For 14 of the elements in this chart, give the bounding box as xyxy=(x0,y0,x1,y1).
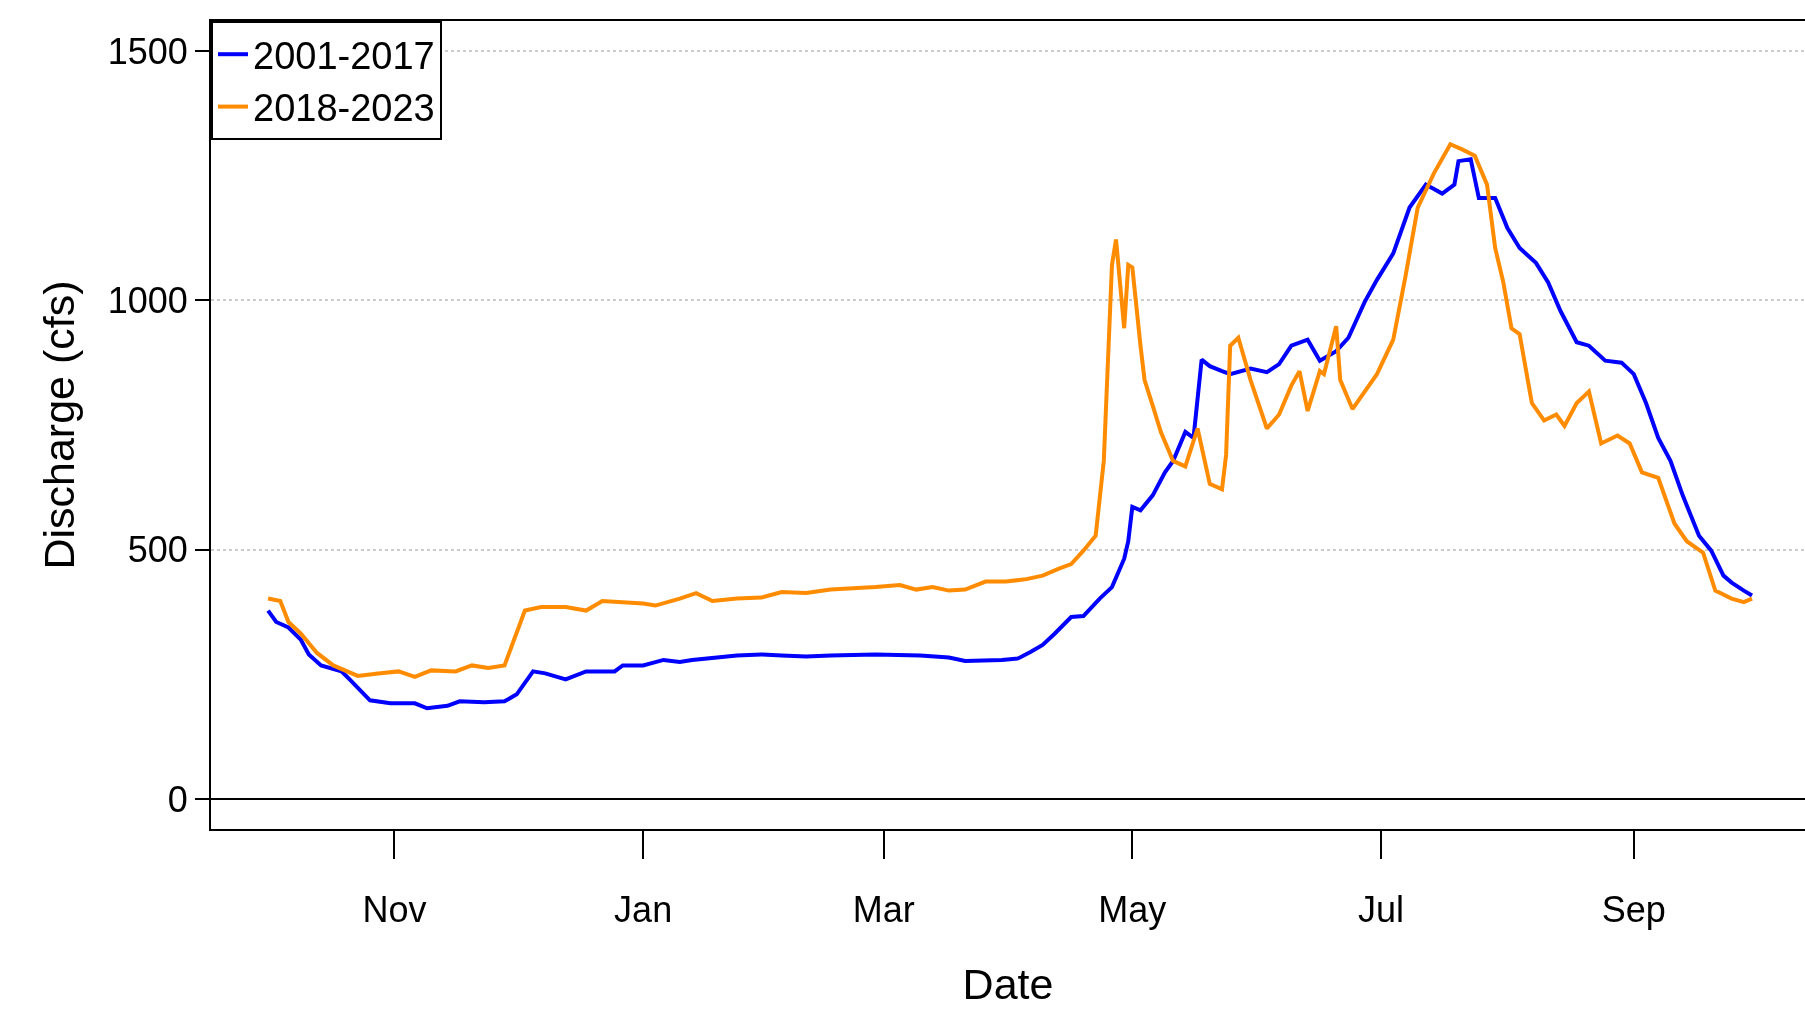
y-axis-title: Discharge (cfs) xyxy=(34,280,83,570)
x-tick-label: Sep xyxy=(1601,889,1666,931)
x-tick-label: Nov xyxy=(362,889,427,931)
x-axis-title: Date xyxy=(962,960,1054,1009)
x-tick-label: Jan xyxy=(614,889,673,931)
x-tick-label: Jul xyxy=(1358,889,1405,931)
y-tick-label: 500 xyxy=(127,529,188,571)
y-tick-label: 0 xyxy=(167,778,188,820)
x-tick-label: Mar xyxy=(852,889,915,931)
y-tick-label: 1000 xyxy=(107,279,188,321)
legend-label: 2001-2017 xyxy=(253,35,435,78)
y-tick-label: 1500 xyxy=(107,30,188,72)
x-tick-label: May xyxy=(1098,889,1167,931)
legend-label: 2018-2023 xyxy=(253,87,435,130)
